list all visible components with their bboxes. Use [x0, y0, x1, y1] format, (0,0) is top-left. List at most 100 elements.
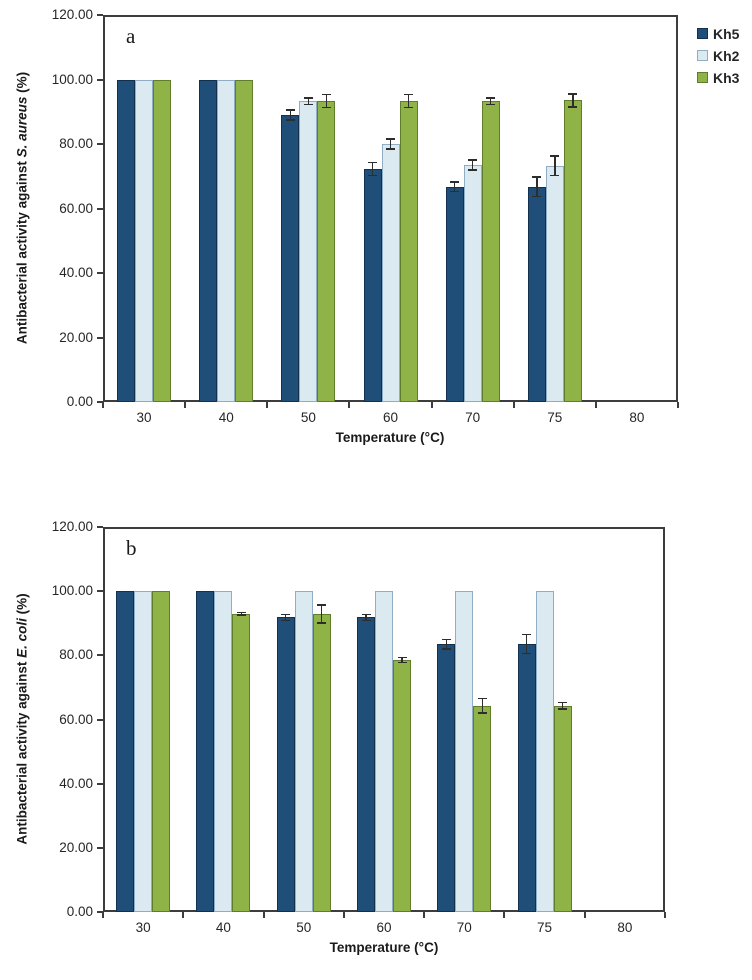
y-axis-title: Antibacterial activity against E. coli (…: [15, 593, 30, 844]
y-axis-title-italic: E. coli: [14, 618, 30, 658]
y-tick-mark: [97, 526, 103, 528]
bar-kh2-50: [294, 591, 313, 912]
y-tick-mark: [97, 78, 103, 81]
x-tick-label: 50: [296, 920, 312, 935]
error-bar-cap: [404, 106, 413, 109]
error-bar-line: [320, 604, 323, 623]
error-bar-cap: [321, 93, 331, 96]
bar-kh3-40: [232, 613, 251, 912]
error-bar-cap: [532, 195, 542, 198]
x-axis-title: Temperature (°C): [329, 940, 439, 955]
error-bar-cap: [404, 93, 413, 96]
error-bar-cap: [468, 169, 478, 171]
error-bar-cap: [397, 656, 407, 658]
y-tick-mark: [97, 14, 103, 16]
error-bar-cap: [558, 701, 568, 704]
error-bar-line: [481, 698, 484, 713]
y-tick-label: 40.00: [59, 775, 93, 791]
bar-kh2-60: [375, 591, 393, 912]
bar-kh5-70: [445, 186, 464, 402]
x-tick-mark: [102, 402, 104, 408]
error-bar-line: [371, 162, 374, 176]
error-bar-cap: [368, 174, 377, 177]
bar-kh5-40: [199, 79, 218, 402]
y-tick-mark: [97, 143, 103, 145]
y-tick-label: 20.00: [59, 329, 93, 345]
bar-kh2-70: [455, 591, 474, 912]
error-bar-cap: [317, 604, 327, 606]
y-axis-title-suffix: (%): [14, 593, 30, 619]
error-bar-line: [407, 94, 410, 108]
error-bar-cap: [550, 174, 560, 177]
bar-kh3-40: [235, 79, 254, 402]
bar-kh3-75: [553, 705, 572, 912]
error-bar-line: [240, 612, 243, 616]
error-bar-line: [284, 614, 287, 621]
bar-kh5-50: [276, 617, 295, 912]
y-tick-mark: [97, 401, 103, 403]
error-bar-line: [325, 94, 328, 108]
error-bar-cap: [568, 93, 578, 95]
y-tick-mark: [97, 846, 103, 849]
y-tick-mark: [97, 336, 103, 339]
x-tick-label: 60: [382, 410, 399, 425]
bar-kh3-60: [393, 659, 411, 912]
error-bar-cap: [532, 176, 542, 178]
bar-kh5-50: [281, 114, 300, 402]
bar-kh2-75: [535, 591, 554, 912]
error-bar-line: [401, 657, 403, 663]
bar-kh2-40: [217, 79, 236, 402]
x-tick-label: 30: [135, 920, 151, 935]
error-bar-line: [471, 160, 474, 170]
error-bar-cap: [550, 155, 560, 157]
error-bar-cap: [236, 611, 246, 614]
bar-kh5-30: [116, 591, 135, 912]
y-tick-label: 60.00: [59, 711, 93, 727]
bar-kh3-50: [317, 101, 336, 402]
legend-swatch-icon: [697, 72, 708, 83]
y-tick-label: 0.00: [66, 904, 93, 919]
x-tick-label: 75: [547, 410, 563, 425]
legend-item-kh3: Kh3: [697, 69, 739, 86]
x-tick-label: 30: [136, 410, 152, 425]
x-tick-label: 75: [537, 920, 553, 935]
bar-kh3-30: [152, 591, 171, 912]
y-tick-mark: [97, 207, 103, 210]
error-bar-cap: [477, 697, 487, 700]
legend-label: Kh3: [713, 69, 740, 86]
x-tick-mark: [583, 912, 586, 918]
y-tick-label: 80.00: [59, 136, 93, 151]
y-tick-label: 100.00: [51, 71, 93, 87]
x-tick-mark: [664, 912, 666, 918]
y-tick-label: 80.00: [59, 647, 93, 663]
y-tick-label: 40.00: [59, 265, 93, 280]
legend-item-kh5: Kh5: [697, 25, 739, 42]
x-tick-label: 80: [617, 920, 633, 935]
x-tick-label: 70: [465, 410, 481, 425]
error-bar-cap: [368, 161, 377, 164]
error-bar-cap: [317, 622, 327, 624]
x-tick-mark: [594, 402, 597, 408]
x-tick-label: 60: [376, 920, 392, 935]
y-tick-mark: [97, 590, 103, 593]
error-bar-cap: [303, 97, 313, 99]
error-bar-line: [554, 155, 556, 176]
bar-kh5-30: [117, 79, 136, 402]
bar-kh2-50: [299, 101, 318, 402]
bar-kh5-75: [527, 186, 546, 402]
error-bar-cap: [281, 619, 291, 622]
plot-area: [103, 15, 678, 402]
x-tick-mark: [348, 402, 351, 408]
bar-kh5-60: [357, 617, 375, 912]
x-tick-mark: [677, 402, 679, 408]
error-bar-cap: [486, 97, 496, 99]
y-tick-label: 60.00: [59, 200, 93, 216]
error-bar-line: [561, 702, 564, 709]
error-bar-cap: [397, 661, 407, 664]
error-bar-cap: [303, 103, 313, 106]
bar-kh2-30: [135, 79, 154, 402]
error-bar-line: [389, 139, 392, 149]
